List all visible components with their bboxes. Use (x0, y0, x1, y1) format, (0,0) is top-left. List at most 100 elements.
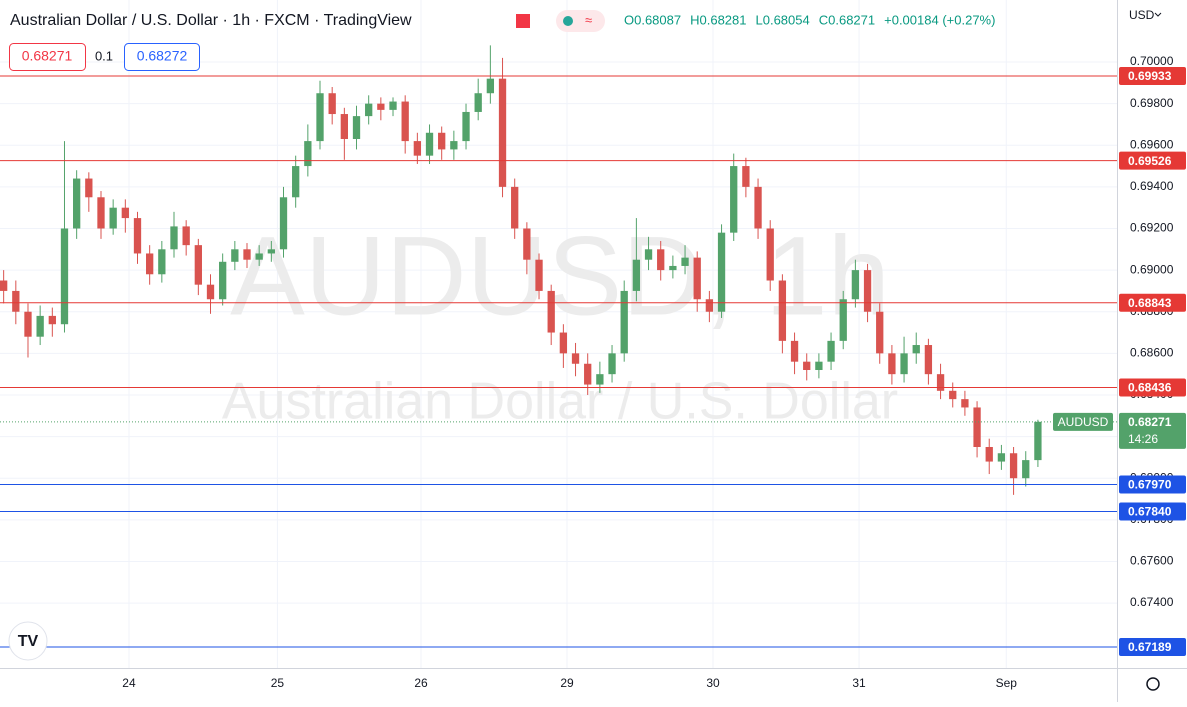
candle-body (85, 178, 93, 198)
candle-body (778, 280, 787, 341)
sell-price[interactable]: 0.68271 (22, 48, 73, 64)
candle-body (851, 270, 860, 300)
candle-body (559, 332, 568, 354)
candle-body (121, 207, 129, 219)
watermark: AUDUSD, 1h (230, 214, 890, 339)
candle-body (425, 132, 434, 156)
candle-body (12, 290, 20, 312)
candle-body (693, 257, 701, 300)
candle-body (60, 228, 69, 325)
candle-body (681, 257, 689, 266)
candle-body (389, 101, 397, 110)
candle-body (340, 114, 348, 140)
candle-body (596, 374, 604, 385)
candle-body (377, 103, 385, 110)
symbol-title[interactable]: Australian Dollar / U.S. Dollar · 1h · F… (10, 12, 412, 29)
candle-body (754, 186, 762, 229)
candle-body (997, 453, 1006, 462)
candle-body (231, 249, 239, 262)
candle-body (316, 93, 324, 142)
buy-price[interactable]: 0.68272 (137, 48, 188, 64)
level-label: 0.67970 (1128, 478, 1172, 492)
y-tick-label: 0.67600 (1130, 554, 1174, 568)
candle-body (474, 93, 482, 112)
candle-body (803, 361, 811, 371)
menu-caret (1154, 12, 1162, 17)
candle-body (973, 407, 981, 447)
candle-body (584, 363, 592, 385)
flag-icon[interactable] (516, 14, 530, 28)
x-tick-label: Sep (996, 676, 1018, 690)
y-tick-label: 0.69400 (1130, 179, 1174, 193)
level-label: 0.68843 (1128, 296, 1172, 310)
candle-body (36, 315, 44, 337)
status-icon: ≈ (585, 12, 592, 27)
candle-body (961, 399, 969, 408)
candle-body (219, 261, 227, 300)
buy-box[interactable] (124, 43, 200, 71)
candle-body (1009, 453, 1018, 479)
ohlc-value: +0.00184 (+0.27%) (884, 12, 995, 27)
tv-logo[interactable] (8, 621, 48, 661)
candle-body (170, 226, 178, 250)
tv-logo-mark: TV (18, 633, 39, 650)
candle-body (705, 299, 714, 312)
candle-body (815, 361, 823, 371)
candle-body (413, 141, 422, 156)
y-tick-label: 0.67400 (1130, 595, 1174, 609)
candle-body (571, 353, 580, 364)
ohlc-value: H0.68281 (690, 12, 746, 27)
status-dot (563, 16, 573, 26)
candle-body (450, 141, 458, 150)
candle-body (304, 141, 312, 167)
level-label: 0.67840 (1128, 505, 1172, 519)
candle-body (742, 166, 750, 187)
candle-body (158, 249, 166, 275)
status-pill[interactable] (556, 10, 605, 32)
candle-body (1022, 460, 1030, 479)
candle-body (547, 290, 555, 333)
x-tick-label: 24 (122, 676, 136, 690)
ohlc-value: L0.68054 (756, 12, 810, 27)
candle-body (730, 166, 738, 233)
settings-icon[interactable] (1146, 677, 1160, 691)
last-price-tag (1119, 412, 1186, 449)
candle-body (912, 345, 920, 354)
level-tag (1119, 151, 1186, 170)
candle-body (985, 446, 993, 462)
currency-menu[interactable]: USD (1129, 8, 1155, 22)
candle-body (924, 345, 933, 375)
level-label: 0.68436 (1128, 381, 1172, 395)
candle-body (632, 259, 641, 291)
candle-body (48, 315, 56, 325)
y-tick-label: 0.68600 (1130, 346, 1174, 360)
countdown: 14:26 (1128, 432, 1158, 446)
candle-body (839, 299, 847, 341)
candle-body (182, 226, 190, 246)
candle-body (133, 218, 142, 254)
level-tag (1119, 637, 1186, 656)
candle-body (827, 340, 835, 362)
candle-body (194, 245, 202, 285)
candle-body (936, 374, 945, 391)
level-tag (1119, 502, 1186, 521)
watermark-sub: Australian Dollar / U.S. Dollar (222, 373, 898, 431)
candle-body (109, 207, 117, 229)
candle-body (243, 249, 251, 260)
level-tag (1119, 66, 1186, 85)
y-tick-label: 0.70000 (1130, 54, 1174, 68)
candle-body (438, 132, 446, 150)
y-tick-label: 0.69000 (1130, 262, 1174, 276)
level-tag (1119, 378, 1186, 397)
ohlc-value: O0.68087 (624, 12, 681, 27)
ohlc-value: C0.68271 (819, 12, 875, 27)
sell-box[interactable] (9, 43, 86, 71)
candle-body (863, 270, 872, 312)
candle-body (146, 253, 154, 275)
y-tick-label: 0.69600 (1130, 137, 1174, 151)
candle-body (1034, 421, 1042, 461)
x-tick-label: 30 (706, 676, 720, 690)
candle-body (352, 116, 361, 140)
